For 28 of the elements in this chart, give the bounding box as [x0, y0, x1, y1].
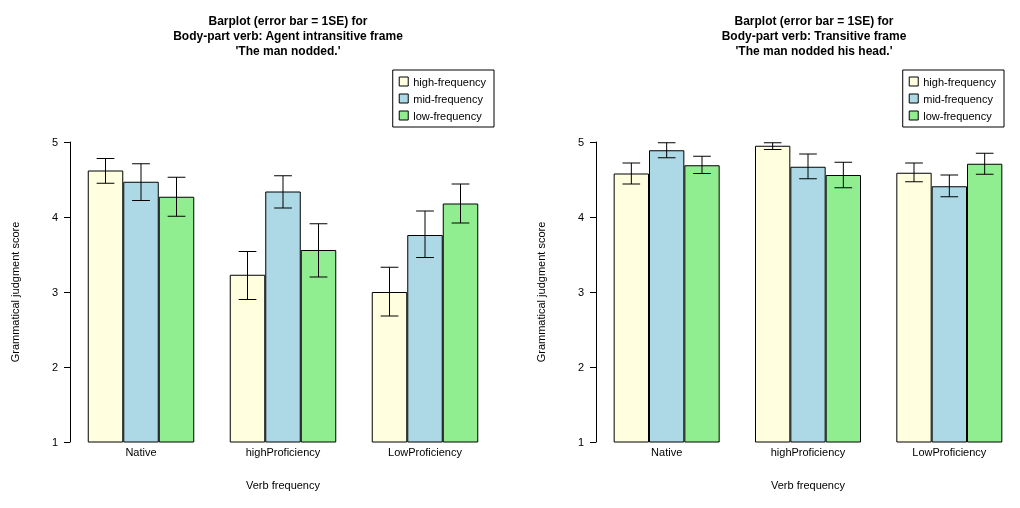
y-tick-label: 3 — [51, 286, 58, 298]
x-axis-title: Verb frequency — [771, 478, 846, 491]
y-tick-label: 2 — [51, 361, 58, 373]
x-tick-label: LowProficiency — [912, 445, 987, 458]
y-tick-label: 3 — [577, 286, 584, 298]
x-axis-title: Verb frequency — [246, 478, 321, 491]
y-axis-title: Grammatical judgment score — [8, 221, 21, 363]
legend-label: low-frequency — [923, 109, 993, 122]
y-tick-label: 5 — [577, 136, 584, 148]
y-tick-label: 1 — [51, 436, 58, 448]
y-tick-label: 1 — [577, 436, 584, 448]
y-axis-title: Grammatical judgment score — [534, 221, 547, 363]
x-tick-label: highProficiency — [245, 445, 321, 458]
legend-label: high-frequency — [413, 75, 487, 88]
legend-label: mid-frequency — [923, 92, 994, 105]
x-tick-label: highProficiency — [770, 445, 846, 458]
legend-label: high-frequency — [923, 75, 997, 88]
x-tick-label: LowProficiency — [388, 445, 463, 458]
chart-title: Barplot (error bar = 1SE) for Body-part verb: Agent intransitive frame 'The man nodded.' — [173, 13, 404, 58]
y-tick-label: 2 — [577, 361, 584, 373]
chart-title: Barplot (error bar = 1SE) for Body-part verb: Transitive frame 'The man nodded his head.' — [721, 13, 907, 58]
legend-label: mid-frequency — [413, 92, 484, 105]
legend-label: low-frequency — [413, 109, 483, 122]
x-tick-label: Native — [651, 445, 683, 458]
y-tick-label: 4 — [51, 211, 58, 223]
y-tick-label: 5 — [51, 136, 58, 148]
x-tick-label: Native — [125, 445, 157, 458]
y-tick-label: 4 — [577, 211, 584, 223]
